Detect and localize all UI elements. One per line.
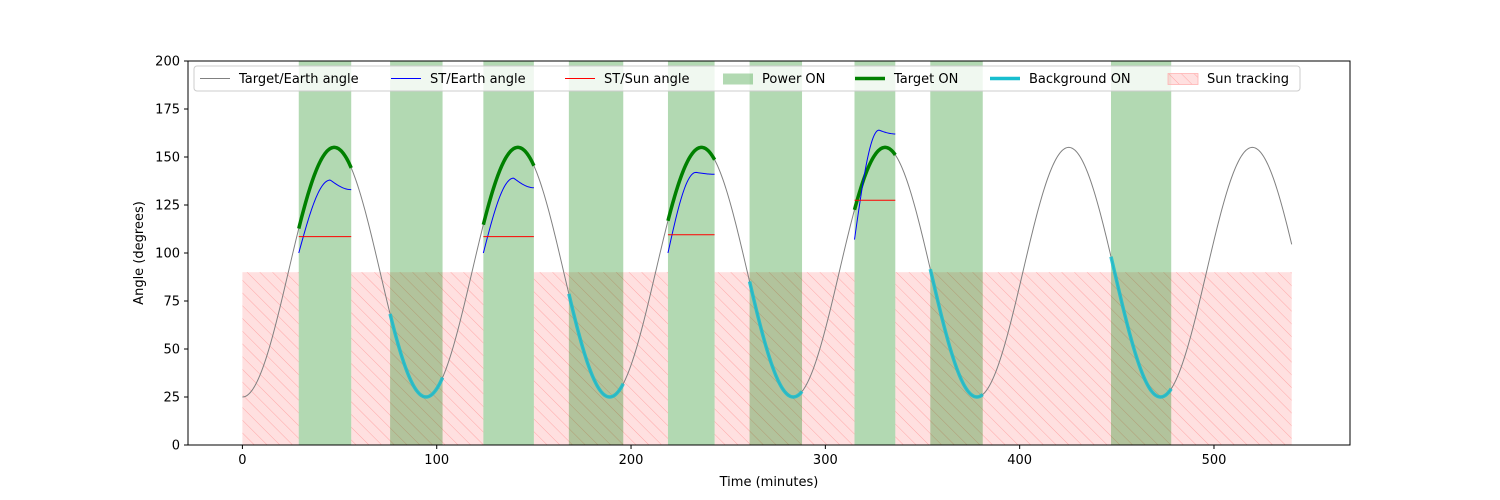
- power-on-band: [749, 61, 803, 445]
- y-axis-label: Angle (degrees): [132, 201, 147, 305]
- legend-label: Target/Earth angle: [238, 72, 359, 87]
- y-tick-label: 75: [163, 295, 180, 310]
- power-on-band: [390, 61, 443, 445]
- background-on-segment: [1109, 256, 1173, 399]
- x-tick-label: 500: [1202, 453, 1227, 468]
- legend-label: ST/Sun angle: [604, 72, 690, 87]
- st-earth-segment: [854, 129, 896, 240]
- background-on-segment: [567, 293, 625, 399]
- st-earth-segment: [482, 177, 534, 254]
- power-on-band: [483, 61, 534, 445]
- st-earth-segment: [298, 179, 352, 254]
- power-on-band: [568, 61, 624, 445]
- legend-label: Background ON: [1029, 72, 1131, 87]
- target-on-segment: [666, 145, 717, 222]
- power-on-bands: [298, 61, 1172, 445]
- y-tick-label: 50: [163, 343, 180, 358]
- legend-label: Sun tracking: [1207, 72, 1289, 87]
- y-tick-label: 150: [155, 151, 180, 166]
- st-earth-segment: [667, 171, 715, 254]
- sun-tracking-region: [895, 272, 1292, 445]
- sun-tracking-region: [351, 272, 484, 445]
- power-on-band: [667, 61, 715, 445]
- power-on-band: [298, 61, 352, 445]
- background-on-segment: [928, 268, 984, 399]
- x-tick-label: 200: [619, 453, 644, 468]
- x-axis-label: Time (minutes): [719, 475, 819, 490]
- legend-label: ST/Earth angle: [430, 72, 526, 87]
- legend-label: Target ON: [893, 72, 958, 87]
- target-on-segment: [297, 145, 353, 229]
- sun-tracking-region: [714, 272, 855, 445]
- legend-swatch: [723, 73, 753, 85]
- power-on-band: [1110, 61, 1172, 445]
- power-on-band: [854, 61, 896, 445]
- sun-tracking-region: [242, 272, 299, 445]
- y-tick-label: 175: [155, 103, 180, 118]
- y-tick-label: 100: [155, 247, 180, 262]
- y-tick-label: 25: [163, 391, 180, 406]
- target-on-segment: [481, 145, 536, 226]
- background-on-segment: [747, 281, 804, 399]
- axes: 0 100 200 300 400 500 0 25 50 75 100 125 150 175 200: [155, 55, 1226, 469]
- y-tick-label: 0: [172, 439, 180, 454]
- y-tick-label: 200: [155, 55, 180, 70]
- target-on-segment: [852, 145, 897, 211]
- x-tick-label: 400: [1007, 453, 1032, 468]
- sun-tracking-regions: [242, 272, 1292, 445]
- x-tick-label: 300: [813, 453, 838, 468]
- power-on-band: [930, 61, 983, 445]
- legend: Target/Earth angle ST/Earth angle ST/Sun a…: [193, 65, 1301, 92]
- sun-tracking-region: [533, 272, 668, 445]
- x-tick-label: 100: [424, 453, 449, 468]
- background-on-segment: [388, 313, 445, 399]
- x-tick-label: 0: [238, 453, 246, 468]
- angle-lines: [242, 129, 1293, 399]
- legend-frame: [193, 65, 1301, 92]
- legend-label: Power ON: [762, 72, 825, 87]
- y-tick-label: 125: [155, 199, 180, 214]
- legend-swatch: [1167, 73, 1199, 85]
